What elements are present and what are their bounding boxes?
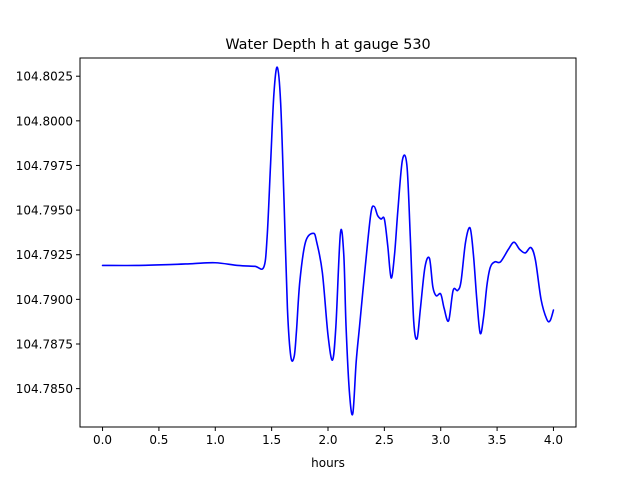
x-axis-label: hours <box>311 456 345 470</box>
series-line-0 <box>101 66 555 416</box>
y-tick-label: 104.7925 <box>16 248 73 262</box>
x-tick-label: 0.5 <box>149 433 168 447</box>
x-tick-label: 3.0 <box>431 433 450 447</box>
x-tick-label: 1.5 <box>262 433 281 447</box>
chart-title: Water Depth h at gauge 530 <box>225 37 430 53</box>
y-tick-label: 104.8025 <box>16 70 73 84</box>
x-tick-label: 2.5 <box>375 433 394 447</box>
x-tick-label: 3.5 <box>488 433 507 447</box>
y-tick-label: 104.7950 <box>16 204 73 218</box>
plot-area <box>101 66 555 416</box>
y-tick-label: 104.7900 <box>16 293 73 307</box>
y-tick-label: 104.7850 <box>16 382 73 396</box>
x-tick-label: 0.0 <box>93 433 112 447</box>
y-axis: 104.7850 104.7875 104.7900 104.7925 104.7950… <box>16 70 80 396</box>
y-tick-label: 104.7975 <box>16 159 73 173</box>
y-tick-label: 104.7875 <box>16 337 73 351</box>
x-axis: 0.0 0.5 1.0 1.5 2.0 2.5 3.0 3.5 4.0 <box>93 427 563 447</box>
y-tick-label: 104.8000 <box>16 114 73 128</box>
x-tick-label: 2.0 <box>318 433 337 447</box>
x-tick-label: 1.0 <box>206 433 225 447</box>
x-tick-label: 4.0 <box>544 433 563 447</box>
